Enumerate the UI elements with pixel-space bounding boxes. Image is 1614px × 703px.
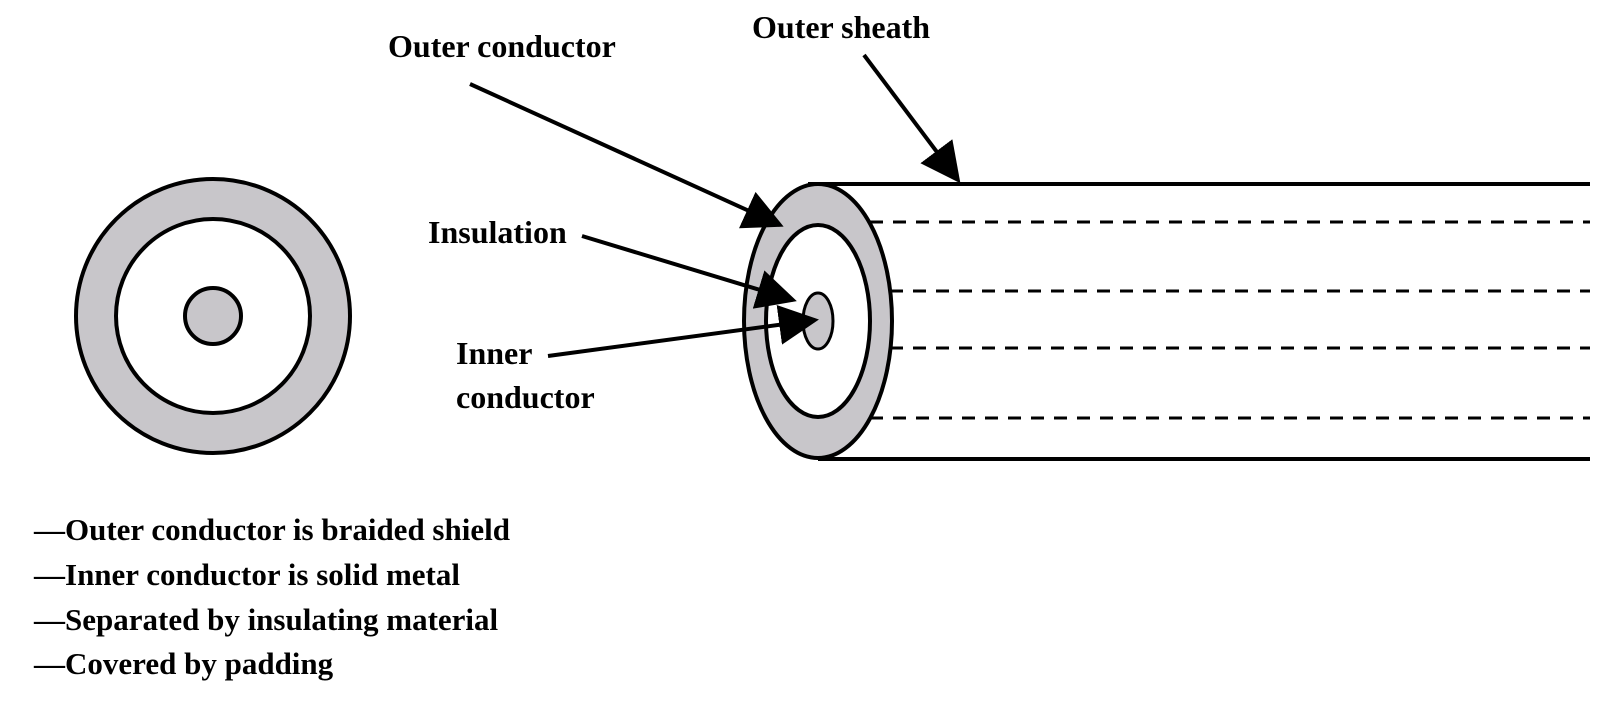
- label-inner-conductor-line1: Inner: [456, 335, 532, 371]
- label-outer-conductor: Outer conductor: [388, 28, 616, 64]
- note-item: —Covered by padding: [33, 646, 334, 681]
- note-item: —Inner conductor is solid metal: [33, 557, 460, 592]
- cross-section-view: [74, 177, 352, 455]
- leader-arrows: [469, 53, 961, 358]
- arrow-insulation: [581, 234, 797, 309]
- arrow-outer-conductor: [469, 82, 784, 229]
- cable-side-view: [742, 182, 1590, 461]
- cross-section-inner-conductor: [183, 286, 243, 346]
- label-outer-sheath: Outer sheath: [752, 9, 930, 45]
- arrow-outer-sheath: [862, 53, 961, 184]
- label-inner-conductor-line2: conductor: [456, 379, 595, 415]
- arrow-inner-conductor: [547, 304, 819, 358]
- note-item: —Outer conductor is braided shield: [33, 512, 510, 547]
- note-item: —Separated by insulating material: [33, 602, 499, 637]
- notes-list: —Outer conductor is braided shield —Inne…: [33, 512, 510, 681]
- label-insulation: Insulation: [428, 214, 567, 250]
